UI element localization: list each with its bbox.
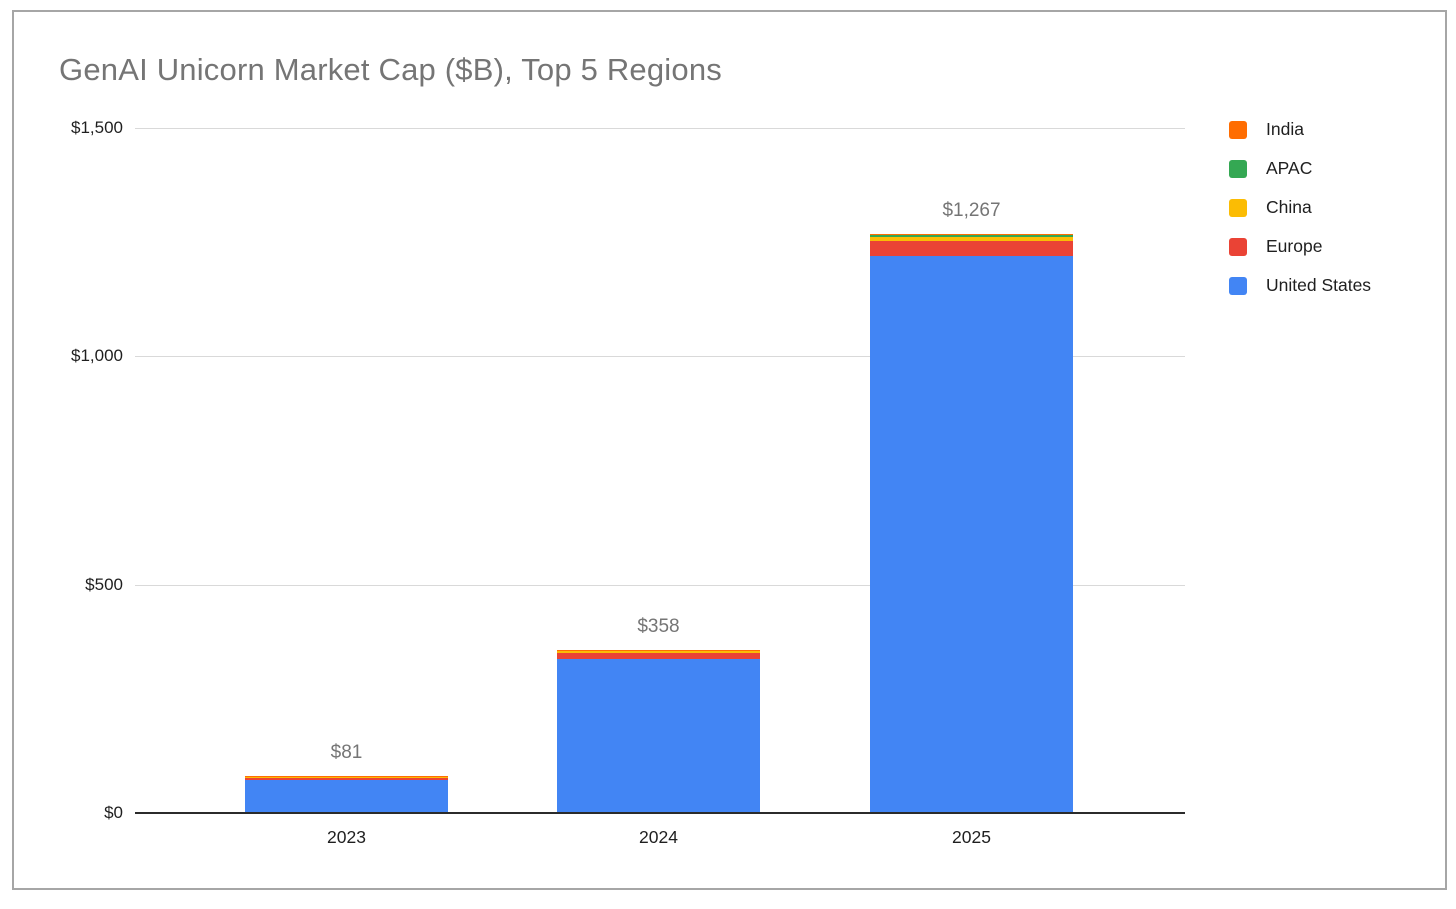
- legend-label-europe: Europe: [1266, 236, 1323, 256]
- bar-total-label-2025: $1,267: [942, 200, 1001, 222]
- legend-label-india: India: [1266, 119, 1304, 139]
- bar-segment-apac-2025[interactable]: [870, 235, 1073, 237]
- legend-swatch-europe-icon: [1229, 237, 1247, 256]
- bar-segment-india-2024[interactable]: [557, 649, 760, 651]
- bar-segment-india-2025[interactable]: [870, 234, 1073, 236]
- gridline-1500: [135, 128, 1185, 129]
- bar-segment-apac-2023[interactable]: [245, 776, 448, 778]
- y-axis-tick-label: $1,500: [71, 118, 123, 137]
- chart-legend: India APAC China Europe United States: [1229, 119, 1371, 296]
- gridline-1000: [135, 356, 1185, 358]
- x-axis-line: [135, 812, 1185, 814]
- bar-segment-china-2023[interactable]: [245, 776, 448, 778]
- legend-label-china: China: [1266, 197, 1312, 217]
- legend-swatch-united-states-icon: [1229, 276, 1247, 295]
- y-axis-tick-label: $500: [85, 574, 123, 594]
- y-axis-tick-label: $1,000: [71, 346, 123, 366]
- bar-segment-europe-2025[interactable]: [870, 240, 1073, 256]
- legend-item-india[interactable]: India: [1229, 119, 1371, 140]
- chart-title: GenAI Unicorn Market Cap ($B), Top 5 Reg…: [59, 52, 722, 87]
- legend-swatch-china-icon: [1229, 198, 1247, 217]
- bar-segment-india-2023[interactable]: [245, 776, 448, 777]
- bar-segment-united-states-2023[interactable]: [245, 779, 448, 813]
- bar-segment-apac-2024[interactable]: [557, 650, 760, 652]
- legend-item-united-states[interactable]: United States: [1229, 275, 1371, 296]
- legend-swatch-apac-icon: [1229, 159, 1247, 178]
- x-axis-category-label-2024: 2024: [639, 827, 678, 847]
- bar-total-label-2024: $358: [637, 615, 680, 637]
- gridline-500: [135, 584, 1185, 586]
- legend-label-united-states: United States: [1266, 275, 1372, 295]
- bar-segment-united-states-2024[interactable]: [557, 658, 760, 813]
- x-axis-category-label-2025: 2025: [952, 827, 991, 847]
- y-axis-tick-label: $0: [104, 803, 123, 822]
- legend-item-china[interactable]: China: [1229, 197, 1371, 218]
- legend-item-apac[interactable]: APAC: [1229, 158, 1371, 179]
- bar-segment-europe-2024[interactable]: [557, 652, 760, 659]
- bar-segment-europe-2023[interactable]: [245, 777, 448, 780]
- bar-total-label-2023: $81: [330, 742, 363, 763]
- legend-swatch-india-icon: [1229, 120, 1247, 139]
- legend-label-apac: APAC: [1266, 158, 1313, 178]
- bar-segment-china-2025[interactable]: [870, 236, 1073, 241]
- x-axis-category-label-2023: 2023: [327, 827, 366, 847]
- bar-segment-united-states-2025[interactable]: [870, 255, 1073, 813]
- bar-segment-china-2024[interactable]: [557, 650, 760, 653]
- legend-item-europe[interactable]: Europe: [1229, 236, 1371, 257]
